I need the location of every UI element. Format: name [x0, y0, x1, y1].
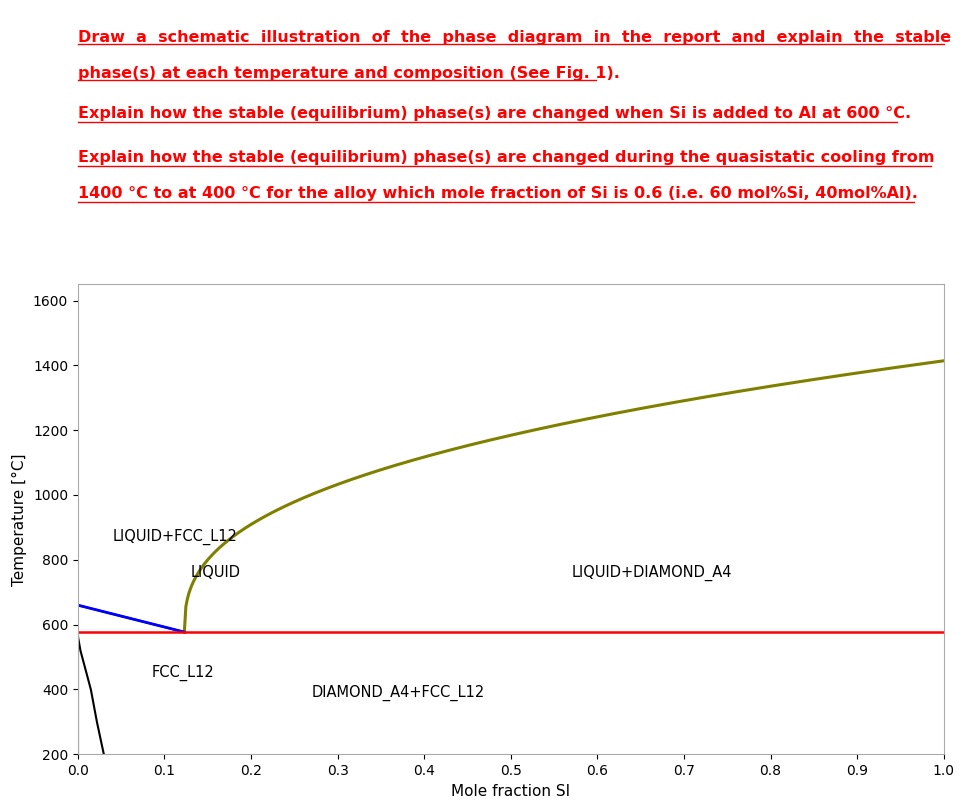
Text: FCC_L12: FCC_L12	[152, 665, 214, 681]
X-axis label: Mole fraction SI: Mole fraction SI	[451, 783, 570, 799]
Text: LIQUID: LIQUID	[191, 565, 240, 580]
Text: phase(s) at each temperature and composition (See Fig. 1).: phase(s) at each temperature and composi…	[78, 67, 620, 81]
Text: Explain how the stable (equilibrium) phase(s) are changed when Si is added to Al: Explain how the stable (equilibrium) pha…	[78, 106, 911, 121]
Text: 1400 °C to at 400 °C for the alloy which mole fraction of Si is 0.6 (i.e. 60 mol: 1400 °C to at 400 °C for the alloy which…	[78, 186, 918, 201]
Text: LIQUID+FCC_L12: LIQUID+FCC_L12	[113, 529, 237, 545]
Text: Draw  a  schematic  illustration  of  the  phase  diagram  in  the  report  and : Draw a schematic illustration of the pha…	[78, 30, 951, 45]
Text: DIAMOND_A4+FCC_L12: DIAMOND_A4+FCC_L12	[311, 684, 485, 701]
Text: Explain how the stable (equilibrium) phase(s) are changed during the quasistatic: Explain how the stable (equilibrium) pha…	[78, 150, 934, 165]
Y-axis label: Temperature [°C]: Temperature [°C]	[13, 453, 27, 586]
Text: LIQUID+DIAMOND_A4: LIQUID+DIAMOND_A4	[571, 564, 732, 581]
